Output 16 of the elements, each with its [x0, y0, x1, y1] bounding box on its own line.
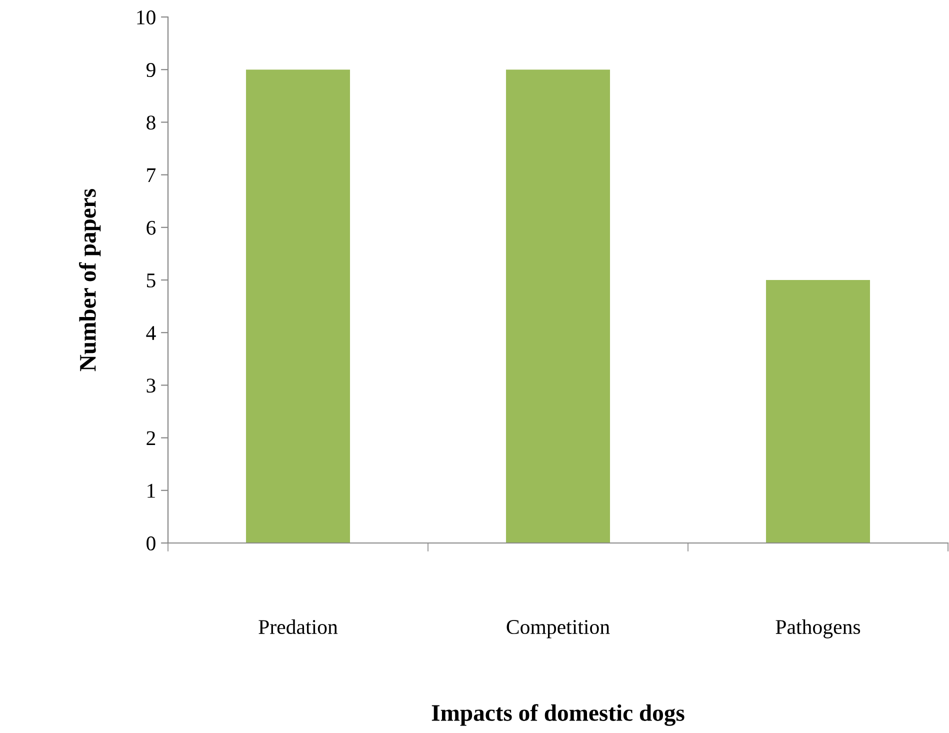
y-tick-label: 4 — [146, 326, 156, 340]
y-tick-label: 5 — [146, 274, 156, 288]
y-tick-label: 1 — [148, 484, 155, 498]
y-tick-label: 6 — [146, 220, 156, 235]
y-tick-label: 10 — [137, 10, 156, 24]
y-tick-label: 9 — [146, 63, 156, 78]
x-axis-title: Impacts of domestic dogs — [432, 704, 684, 726]
x-tick-label: Predation — [258, 619, 338, 634]
y-axis-title: Number of papers — [78, 188, 101, 372]
y-tick-label: 2 — [146, 431, 156, 446]
x-tick-label: Competition — [506, 620, 610, 638]
y-tick-label: 8 — [146, 116, 156, 130]
x-tick-label: Pathogens — [776, 619, 860, 638]
y-tick-label: 7 — [147, 168, 156, 182]
y-tick-label: 0 — [146, 536, 156, 550]
y-tick-label: 3 — [146, 378, 156, 393]
